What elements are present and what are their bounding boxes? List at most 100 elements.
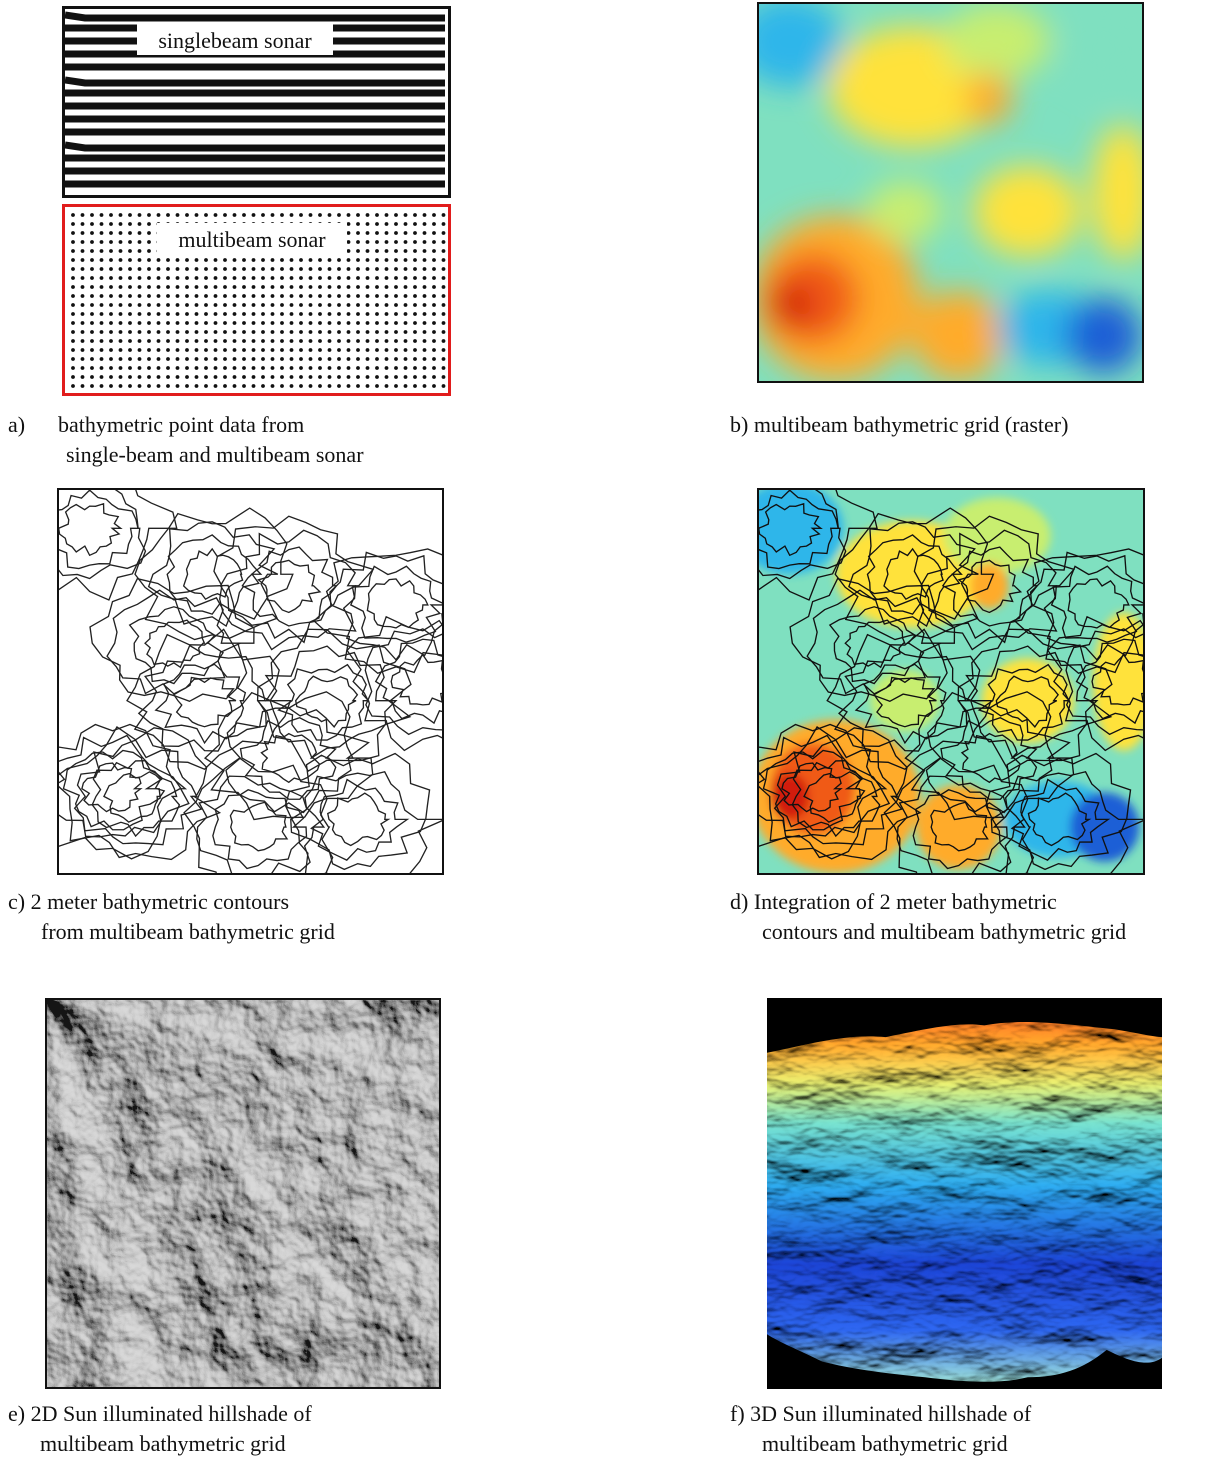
contour-line (313, 548, 442, 675)
sounding-point (375, 276, 379, 280)
sounding-point (232, 312, 237, 316)
sounding-point (118, 285, 123, 289)
sounding-point (175, 375, 180, 379)
sounding-point (90, 249, 94, 253)
sounding-point (280, 348, 284, 352)
contour-line (1010, 778, 1111, 861)
sounding-point (270, 285, 275, 289)
contour-line (762, 749, 863, 831)
sounding-point (166, 375, 170, 379)
sounding-point (375, 303, 379, 307)
sounding-point (232, 375, 237, 379)
sounding-point (413, 276, 417, 280)
sounding-point (99, 294, 104, 298)
sounding-point (166, 366, 170, 370)
sounding-point (318, 321, 322, 325)
sounding-point (128, 249, 132, 253)
sounding-point (118, 213, 123, 217)
sounding-point (261, 366, 265, 370)
contour-line (212, 789, 308, 870)
sounding-point (375, 294, 379, 298)
sounding-point (242, 375, 246, 379)
sounding-point (289, 330, 294, 334)
sounding-point (356, 321, 360, 325)
contour-line (137, 644, 267, 752)
sounding-point (422, 285, 427, 289)
sounding-point (251, 258, 256, 262)
sounding-point (194, 339, 199, 343)
sounding-point (71, 276, 75, 280)
contour-line (759, 725, 922, 861)
sounding-point (308, 357, 313, 361)
hillshade-3d-panel (767, 998, 1162, 1389)
sounding-point (384, 330, 389, 334)
sounding-point (185, 366, 189, 370)
sounding-point (318, 312, 322, 316)
sounding-point (242, 294, 246, 298)
caption-a-line2: single-beam and multibeam sonar (66, 442, 364, 467)
sounding-point (223, 312, 227, 316)
contour-line (977, 663, 1071, 741)
sounding-point (441, 249, 446, 253)
sounding-point (175, 384, 180, 388)
sounding-point (147, 357, 151, 361)
sounding-point (365, 285, 370, 289)
sounding-point (251, 276, 256, 280)
contour-line (183, 757, 334, 873)
sounding-point (432, 294, 436, 298)
contour-line (957, 559, 1023, 614)
sounding-point (128, 330, 132, 334)
sounding-point (356, 330, 360, 334)
sounding-point (147, 339, 151, 343)
sounding-point (422, 276, 427, 280)
sounding-point (232, 384, 237, 388)
sounding-point (270, 348, 275, 352)
sounding-point (308, 213, 313, 217)
sounding-point (280, 276, 284, 280)
sounding-point (384, 312, 389, 316)
sounding-point (318, 357, 322, 361)
sounding-point (204, 267, 208, 271)
sounding-point (156, 375, 161, 379)
sounding-point (365, 240, 370, 244)
sounding-point (413, 294, 417, 298)
sounding-point (166, 285, 170, 289)
contour-line (225, 707, 354, 814)
sounding-point (413, 267, 417, 271)
sounding-point (80, 285, 85, 289)
sounding-point (99, 357, 104, 361)
sounding-point (71, 384, 75, 388)
sounding-point (147, 231, 151, 235)
sounding-point (147, 249, 151, 253)
sounding-point (365, 375, 370, 379)
sounding-point (175, 348, 180, 352)
sounding-point (403, 258, 408, 262)
sounding-point (251, 321, 256, 325)
sounding-point (194, 213, 199, 217)
sounding-point (375, 375, 379, 379)
sounding-point (80, 339, 85, 343)
sounding-point (242, 285, 246, 289)
sounding-point (365, 249, 370, 253)
sounding-point (156, 258, 161, 262)
sounding-point (403, 321, 408, 325)
sounding-point (166, 213, 170, 217)
sounding-point (147, 321, 151, 325)
sounding-point (156, 303, 161, 307)
sounding-point (422, 384, 427, 388)
sounding-point (185, 258, 189, 262)
sounding-point (242, 213, 246, 217)
sounding-point (365, 231, 370, 235)
sounding-point (432, 285, 436, 289)
sounding-point (365, 348, 370, 352)
contour-lines (59, 490, 442, 873)
sounding-point (337, 330, 341, 334)
sounding-point (289, 348, 294, 352)
sounding-point (413, 258, 417, 262)
sounding-point (432, 348, 436, 352)
sounding-point (147, 348, 151, 352)
sounding-point (242, 303, 246, 307)
contour-line (346, 615, 442, 752)
sounding-point (213, 330, 218, 334)
sounding-point (270, 312, 275, 316)
